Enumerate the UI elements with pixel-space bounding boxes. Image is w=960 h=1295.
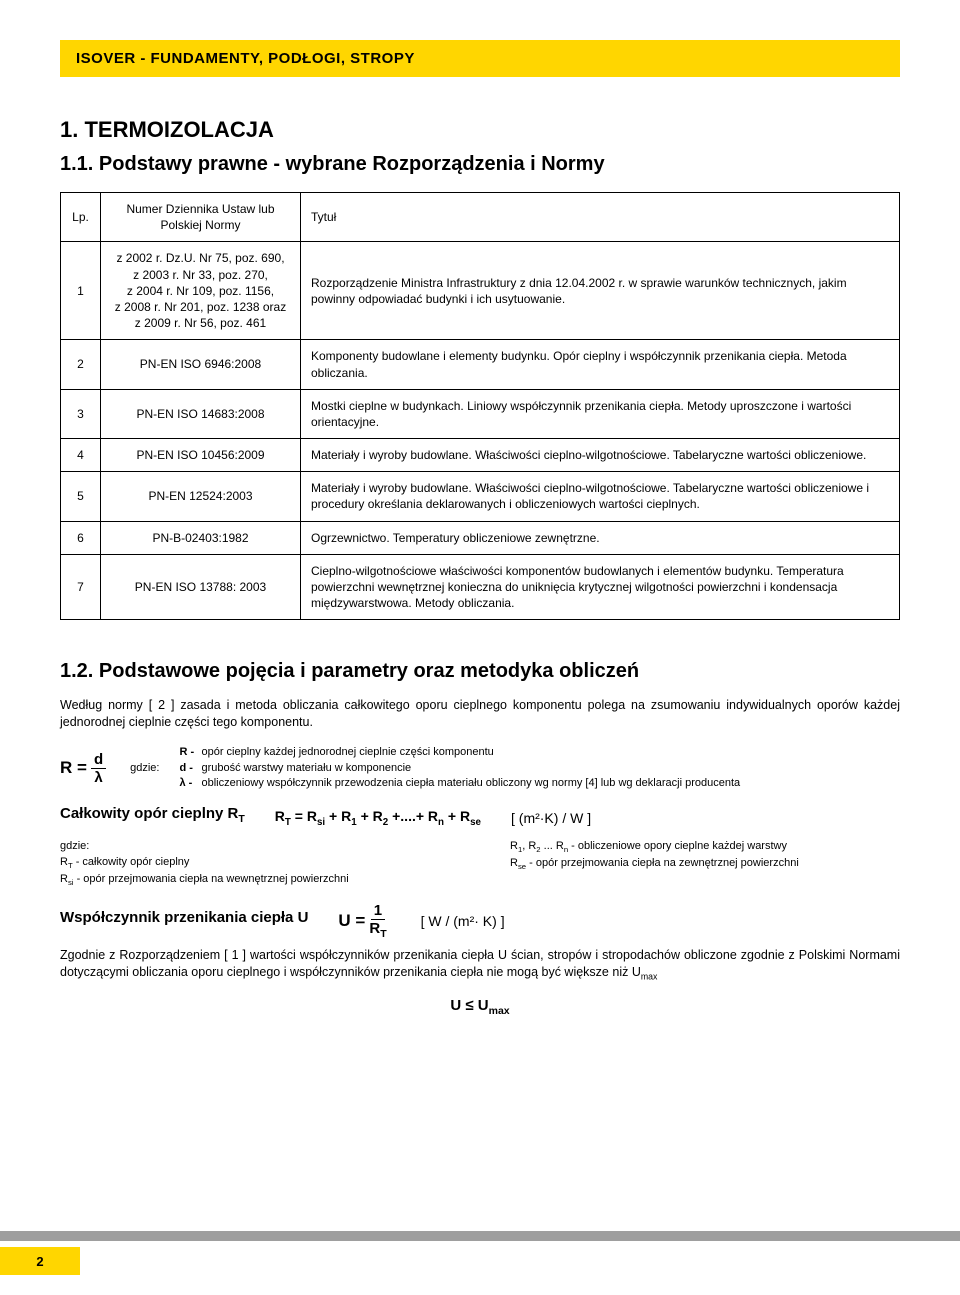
header-band: ISOVER - FUNDAMENTY, PODŁOGI, STROPY bbox=[60, 40, 900, 77]
cell-ref: z 2002 r. Dz.U. Nr 75, poz. 690, z 2003 … bbox=[101, 242, 301, 340]
cell-title: Materiały i wyroby budowlane. Właściwośc… bbox=[301, 439, 900, 472]
page-number-strip: 2 bbox=[0, 1247, 80, 1275]
cell-title: Ogrzewnictwo. Temperatury obliczeniowe z… bbox=[301, 521, 900, 554]
table-row: 1z 2002 r. Dz.U. Nr 75, poz. 690, z 2003… bbox=[61, 242, 900, 340]
cell-ref: PN-EN 12524:2003 bbox=[101, 472, 301, 521]
rt-sub: T bbox=[238, 813, 244, 825]
table-row: 5PN-EN 12524:2003Materiały i wyroby budo… bbox=[61, 472, 900, 521]
rt-legend-left-2: Rsi - opór przejmowania ciepła na wewnęt… bbox=[60, 872, 450, 889]
page-number: 2 bbox=[36, 1254, 43, 1269]
cell-lp: 3 bbox=[61, 389, 101, 438]
norms-table: Lp. Numer Dziennika Ustaw lub Polskiej N… bbox=[60, 192, 900, 620]
formula-r-den: λ bbox=[94, 769, 102, 785]
cell-ref: PN-EN ISO 6946:2008 bbox=[101, 340, 301, 389]
legend-row: λ -obliczeniowy współczynnik przewodzeni… bbox=[179, 776, 740, 791]
footer-divider bbox=[0, 1231, 960, 1241]
th-title: Tytuł bbox=[301, 193, 900, 242]
table-row: 6PN-B-02403:1982Ogrzewnictwo. Temperatur… bbox=[61, 521, 900, 554]
rt-line: Całkowity opór cieplny RT RT = Rsi + R1 … bbox=[60, 805, 900, 831]
cell-title: Mostki cieplne w budynkach. Liniowy wspó… bbox=[301, 389, 900, 438]
legend-row: d -grubość warstwy materiału w komponenc… bbox=[179, 761, 740, 776]
rt-equation: RT = Rsi + R1 + R2 +....+ Rn + Rse bbox=[275, 808, 481, 828]
formula-r: R = d λ gdzie: R -opór cieplny każdej je… bbox=[60, 745, 900, 791]
cell-ref: PN-B-02403:1982 bbox=[101, 521, 301, 554]
cell-title: Rozporządzenie Ministra Infrastruktury z… bbox=[301, 242, 900, 340]
u-heading: Współczynnik przenikania ciepła U bbox=[60, 909, 308, 926]
cell-lp: 5 bbox=[61, 472, 101, 521]
cell-lp: 1 bbox=[61, 242, 101, 340]
formula-r-lhs: R = bbox=[60, 758, 87, 778]
section-1-1-heading: 1.1. Podstawy prawne - wybrane Rozporząd… bbox=[60, 153, 900, 176]
u-final-eq: U ≤ Umax bbox=[60, 997, 900, 1017]
rt-gdzie: gdzie: bbox=[60, 839, 450, 854]
header-title: ISOVER - FUNDAMENTY, PODŁOGI, STROPY bbox=[76, 50, 415, 67]
rt-legend-left-1: RT - całkowity opór cieplny bbox=[60, 855, 450, 872]
cell-title: Cieplno-wilgotnościowe właściwości kompo… bbox=[301, 554, 900, 620]
section-1-heading: 1. TERMOIZOLACJA bbox=[60, 117, 900, 143]
rt-legend-right-2: Rse - opór przejmowania ciepła na zewnęt… bbox=[510, 856, 900, 873]
formula-r-legend: R -opór cieplny każdej jednorodnej ciepl… bbox=[179, 745, 740, 791]
rt-legend-right-1: R1, R2 ... Rn - obliczeniowe opory ciepl… bbox=[510, 839, 900, 856]
legend-row: R -opór cieplny każdej jednorodnej ciepl… bbox=[179, 745, 740, 760]
table-row: 7PN-EN ISO 13788: 2003Cieplno-wilgotnośc… bbox=[61, 554, 900, 620]
th-lp: Lp. bbox=[61, 193, 101, 242]
cell-ref: PN-EN ISO 10456:2009 bbox=[101, 439, 301, 472]
u-paragraph: Zgodnie z Rozporządzeniem [ 1 ] wartości… bbox=[60, 947, 900, 983]
cell-ref: PN-EN ISO 13788: 2003 bbox=[101, 554, 301, 620]
table-row: 3PN-EN ISO 14683:2008Mostki cieplne w bu… bbox=[61, 389, 900, 438]
th-ref: Numer Dziennika Ustaw lub Polskiej Normy bbox=[101, 193, 301, 242]
rt-heading: Całkowity opór cieplny R bbox=[60, 805, 238, 822]
u-eq-lhs: U = bbox=[338, 911, 365, 931]
u-unit: [ W / (m²· K) ] bbox=[421, 913, 505, 929]
cell-lp: 4 bbox=[61, 439, 101, 472]
cell-lp: 7 bbox=[61, 554, 101, 620]
cell-title: Materiały i wyroby budowlane. Właściwośc… bbox=[301, 472, 900, 521]
rt-unit: [ (m²·K) / W ] bbox=[511, 810, 591, 826]
rt-legend: gdzie: RT - całkowity opór cieplny Rsi -… bbox=[60, 839, 900, 888]
section-1-2-heading: 1.2. Podstawowe pojęcia i parametry oraz… bbox=[60, 660, 900, 683]
cell-lp: 2 bbox=[61, 340, 101, 389]
u-line: Współczynnik przenikania ciepła U U = 1 … bbox=[60, 903, 900, 940]
u-num: 1 bbox=[371, 903, 385, 920]
intro-paragraph: Według normy [ 2 ] zasada i metoda oblic… bbox=[60, 697, 900, 731]
u-den: RT bbox=[369, 920, 386, 940]
cell-title: Komponenty budowlane i elementy budynku.… bbox=[301, 340, 900, 389]
formula-r-num: d bbox=[91, 752, 106, 769]
gdzie-label: gdzie: bbox=[130, 762, 159, 774]
table-row: 4PN-EN ISO 10456:2009Materiały i wyroby … bbox=[61, 439, 900, 472]
page-footer: 2 bbox=[0, 1231, 960, 1275]
cell-ref: PN-EN ISO 14683:2008 bbox=[101, 389, 301, 438]
cell-lp: 6 bbox=[61, 521, 101, 554]
table-row: 2PN-EN ISO 6946:2008Komponenty budowlane… bbox=[61, 340, 900, 389]
